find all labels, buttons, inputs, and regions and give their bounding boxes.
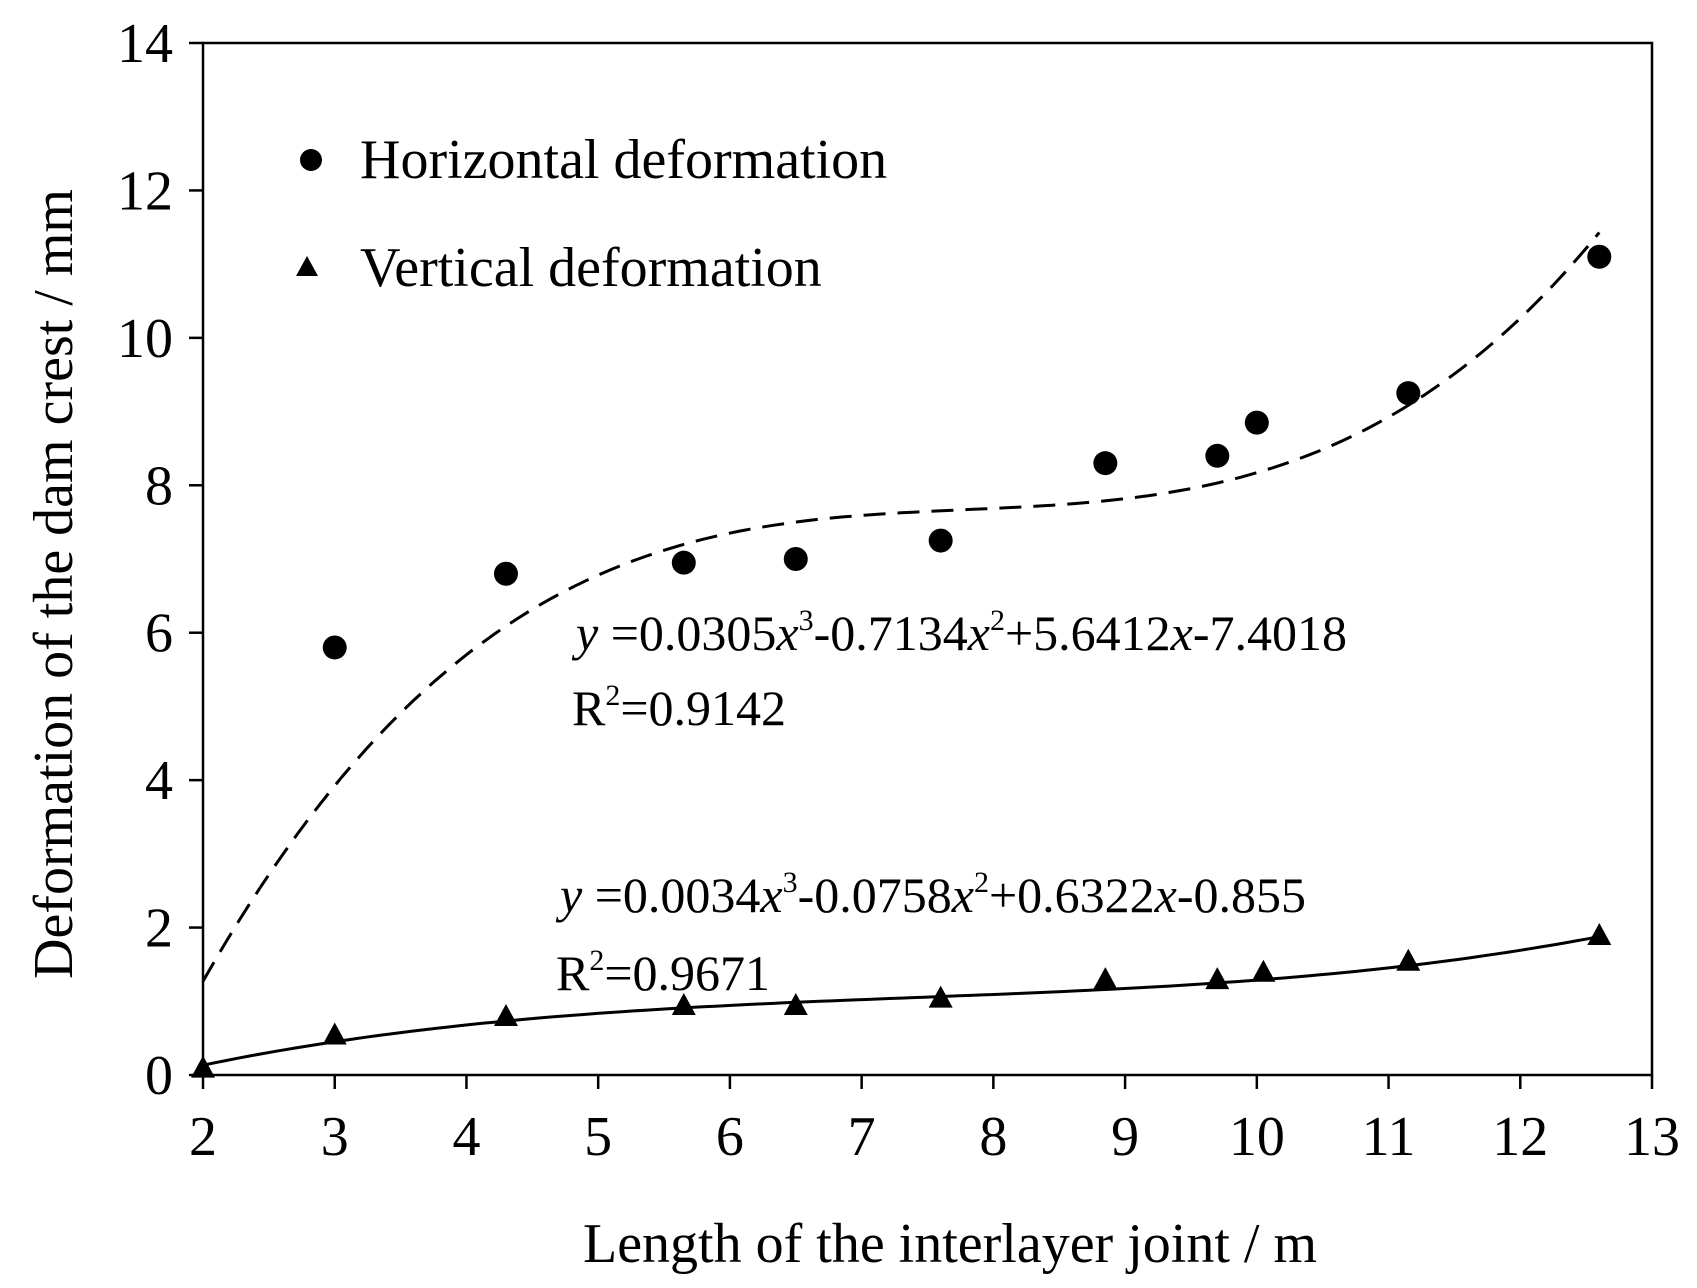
- x-tick-label: 7: [848, 1106, 876, 1168]
- x-axis-title: Length of the interlayer joint / m: [583, 1213, 1317, 1275]
- horizontal-point: [322, 635, 347, 660]
- r-squared-vertical: R2=0.9671: [556, 944, 770, 1001]
- equation-horizontal: y =0.0305x3-0.7134x2+5.6412x-7.4018: [571, 604, 1347, 661]
- x-tick-label: 12: [1492, 1106, 1548, 1168]
- vertical-point: [1251, 959, 1276, 982]
- x-tick-label: 10: [1229, 1106, 1285, 1168]
- r-squared-horizontal: R2=0.9142: [572, 679, 786, 736]
- y-tick-label: 8: [145, 455, 173, 517]
- vertical-point: [1587, 922, 1612, 945]
- equation-vertical: y =0.0034x3-0.0758x2+0.6322x-0.855: [555, 866, 1306, 923]
- horizontal-point: [1244, 410, 1269, 435]
- vertical-point: [928, 985, 953, 1008]
- y-tick-label: 14: [117, 13, 173, 75]
- fit-curve-horizontal: [201, 231, 1601, 983]
- x-axis-ticks: 2 3 4 5 6 7 8 9 10 11 12 13: [189, 1075, 1680, 1168]
- y-tick-label: 2: [145, 898, 173, 960]
- legend-label-vertical: Vertical deformation: [360, 237, 822, 299]
- horizontal-point: [783, 547, 808, 571]
- horizontal-point: [493, 561, 518, 586]
- vertical-point: [322, 1022, 347, 1045]
- x-tick-label: 5: [584, 1106, 612, 1168]
- x-tick-label: 13: [1624, 1106, 1680, 1168]
- y-tick-label: 4: [145, 750, 173, 812]
- x-tick-label: 8: [979, 1106, 1007, 1168]
- y-tick-label: 6: [145, 603, 173, 665]
- legend: Horizontal deformation Vertical deformat…: [296, 129, 887, 299]
- vertical-point: [783, 992, 808, 1015]
- fit-equation-horizontal: y =0.0305x3-0.7134x2+5.6412x-7.4018 R2=0…: [571, 604, 1347, 736]
- x-tick-label: 6: [716, 1106, 744, 1168]
- vertical-point: [671, 992, 696, 1015]
- x-tick-label: 2: [189, 1106, 217, 1168]
- x-tick-label: 9: [1111, 1106, 1139, 1168]
- fit-curve-vertical: [202, 935, 1600, 1067]
- horizontal-point: [1093, 451, 1118, 476]
- fit-equation-vertical: y =0.0034x3-0.0758x2+0.6322x-0.855 R2=0.…: [555, 866, 1306, 1001]
- vertical-point: [1093, 967, 1118, 990]
- y-tick-label: 0: [145, 1045, 173, 1107]
- y-tick-label: 12: [117, 160, 173, 222]
- legend-triangle-marker: [296, 256, 318, 276]
- y-axis-title: Deformation of the dam crest / mm: [23, 189, 85, 979]
- legend-circle-marker: [300, 149, 322, 171]
- horizontal-point: [928, 528, 953, 553]
- vertical-point: [493, 1004, 518, 1027]
- horizontal-point: [1205, 443, 1230, 468]
- vertical-point: [1396, 948, 1421, 971]
- fit-lines: [201, 231, 1601, 1067]
- horizontal-point: [671, 550, 696, 575]
- legend-label-horizontal: Horizontal deformation: [360, 129, 887, 191]
- data-markers: [191, 244, 1612, 1078]
- horizontal-point: [1396, 381, 1421, 406]
- plot-area-frame: [201, 41, 1654, 1077]
- x-tick-label: 11: [1362, 1106, 1416, 1168]
- vertical-point: [1205, 967, 1230, 990]
- x-tick-label: 3: [321, 1106, 349, 1168]
- y-tick-label: 10: [117, 308, 173, 370]
- x-tick-label: 4: [452, 1106, 480, 1168]
- horizontal-point: [1587, 244, 1612, 269]
- y-axis-ticks: 0 2 4 6 8 10 12 14: [117, 13, 203, 1107]
